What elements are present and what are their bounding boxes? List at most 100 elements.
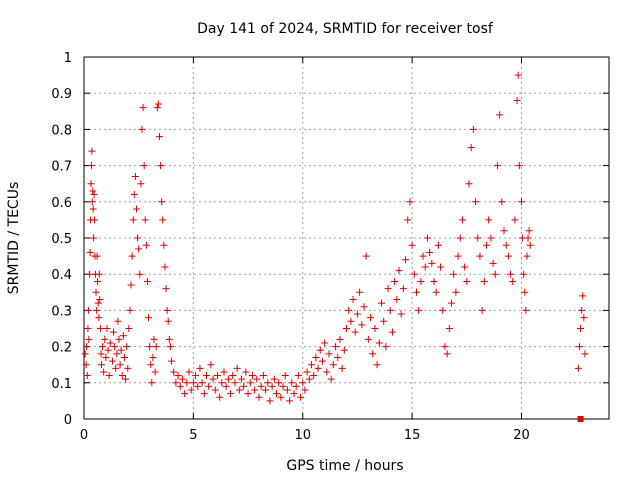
- data-point: [574, 364, 582, 372]
- data-point: [417, 277, 425, 285]
- data-point: [575, 343, 583, 351]
- data-point: [137, 180, 145, 188]
- data-point: [128, 252, 136, 260]
- data-point: [129, 216, 137, 224]
- data-point: [578, 306, 586, 314]
- data-point: [222, 382, 230, 390]
- data-point: [81, 350, 89, 358]
- data-point: [509, 277, 517, 285]
- data-point: [203, 372, 210, 380]
- data-point: [391, 277, 399, 285]
- data-point: [437, 263, 445, 271]
- data-point: [224, 375, 232, 383]
- data-point: [200, 390, 208, 398]
- data-point: [143, 277, 151, 285]
- y-tick-label: 0.3: [51, 304, 72, 319]
- data-point: [91, 216, 98, 224]
- data-point: [515, 162, 523, 170]
- data-point: [164, 317, 172, 325]
- data-point: [148, 379, 156, 387]
- data-point: [463, 277, 471, 285]
- data-point: [404, 216, 412, 224]
- y-tick-label: 0.6: [51, 196, 72, 211]
- data-point: [123, 343, 131, 351]
- data-point: [454, 252, 462, 260]
- data-point: [218, 379, 226, 387]
- data-point: [205, 382, 213, 390]
- data-point: [445, 325, 453, 332]
- data-point: [524, 234, 532, 242]
- data-point: [100, 368, 108, 376]
- x-tick-label: 10: [294, 428, 311, 443]
- data-point: [84, 306, 92, 314]
- data-point: [94, 277, 102, 285]
- y-axis-label: SRMTID / TECUs: [6, 182, 22, 295]
- data-point: [120, 353, 128, 361]
- data-point: [452, 288, 460, 296]
- y-tick-label: 0.8: [51, 123, 72, 138]
- data-point: [518, 198, 525, 206]
- data-point: [211, 386, 219, 394]
- data-point: [183, 379, 191, 387]
- data-point: [96, 325, 104, 332]
- data-point: [483, 241, 490, 249]
- data-point: [209, 375, 217, 383]
- data-point: [90, 234, 98, 242]
- data-point: [364, 335, 372, 343]
- data-point: [95, 270, 103, 278]
- data-point: [360, 303, 368, 311]
- data-point: [305, 375, 313, 383]
- data-point: [375, 339, 383, 347]
- data-point: [507, 270, 515, 278]
- data-point: [301, 386, 309, 394]
- data-point: [493, 162, 501, 170]
- data-point: [119, 332, 127, 340]
- data-point: [386, 306, 394, 314]
- data-point: [312, 353, 320, 361]
- data-point: [135, 245, 143, 253]
- x-tick-label: 0: [80, 428, 88, 443]
- data-point: [93, 306, 101, 314]
- data-point: [259, 372, 267, 380]
- data-point: [476, 252, 484, 260]
- data-point: [371, 325, 379, 332]
- data-point: [580, 314, 588, 322]
- data-point: [340, 346, 348, 354]
- data-point: [238, 375, 245, 383]
- data-point: [498, 198, 506, 206]
- square-marker: [577, 416, 584, 422]
- data-point: [292, 382, 300, 390]
- data-point: [95, 314, 103, 322]
- data-point: [334, 353, 342, 361]
- data-point: [382, 343, 390, 351]
- data-point: [196, 364, 204, 372]
- x-axis-label: GPS time / hours: [286, 458, 403, 474]
- data-point: [88, 147, 96, 155]
- data-point: [397, 310, 405, 318]
- data-point: [117, 346, 125, 354]
- data-point: [467, 144, 475, 151]
- data-point: [149, 353, 157, 361]
- data-point: [500, 227, 508, 235]
- data-point: [103, 325, 111, 332]
- data-point: [367, 314, 375, 322]
- data-point: [521, 288, 529, 296]
- data-point: [299, 379, 307, 387]
- data-point: [145, 314, 153, 322]
- data-point: [163, 306, 171, 314]
- data-point: [233, 364, 241, 372]
- data-point: [485, 216, 493, 224]
- data-point: [93, 252, 101, 260]
- data-point: [448, 299, 455, 307]
- data-point: [133, 205, 140, 213]
- data-point: [207, 361, 215, 369]
- data-point: [176, 382, 184, 390]
- data-point: [124, 364, 132, 372]
- data-point: [268, 382, 276, 390]
- data-point: [523, 252, 531, 260]
- data-point: [410, 270, 418, 278]
- data-point: [458, 216, 466, 224]
- data-point: [86, 248, 94, 256]
- data-point: [513, 96, 521, 104]
- data-point: [138, 125, 146, 133]
